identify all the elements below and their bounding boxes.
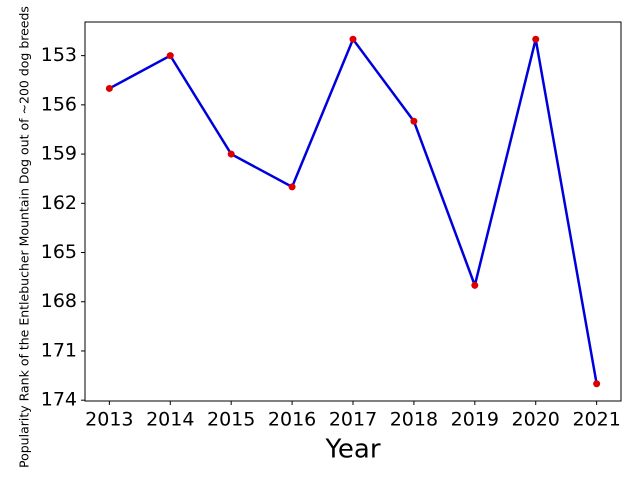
point	[410, 117, 418, 125]
x-tick-label: 2020	[512, 409, 560, 431]
point	[288, 183, 296, 191]
x-tick-label: 2019	[451, 409, 499, 431]
y-tick-label: 168	[41, 290, 77, 312]
plot-frame	[84, 21, 622, 402]
point	[166, 52, 174, 60]
x-tick-label: 2018	[390, 409, 438, 431]
x-tick-label: 2013	[85, 409, 133, 431]
x-tick-label: 2017	[329, 409, 377, 431]
point	[105, 84, 113, 92]
point	[349, 35, 357, 43]
x-tick-label: 2016	[268, 409, 316, 431]
point	[471, 281, 479, 289]
x-tick-label: 2015	[207, 409, 255, 431]
x-tick-label: 2021	[572, 409, 620, 431]
y-tick-label: 171	[41, 339, 77, 361]
y-tick-label: 174	[41, 389, 77, 411]
point	[532, 35, 540, 43]
y-tick-label: 159	[41, 143, 77, 165]
x-axis-label: Year	[324, 435, 380, 465]
point	[227, 150, 235, 158]
y-tick-label: 156	[41, 93, 77, 115]
x-tick-label: 2014	[146, 409, 194, 431]
y-axis-label: Popularity Rank of the Entlebucher Mount…	[17, 6, 32, 468]
y-tick-label: 162	[41, 192, 77, 214]
point	[593, 380, 601, 388]
y-tick-label: 165	[41, 241, 77, 263]
y-tick-label: 153	[41, 44, 77, 66]
